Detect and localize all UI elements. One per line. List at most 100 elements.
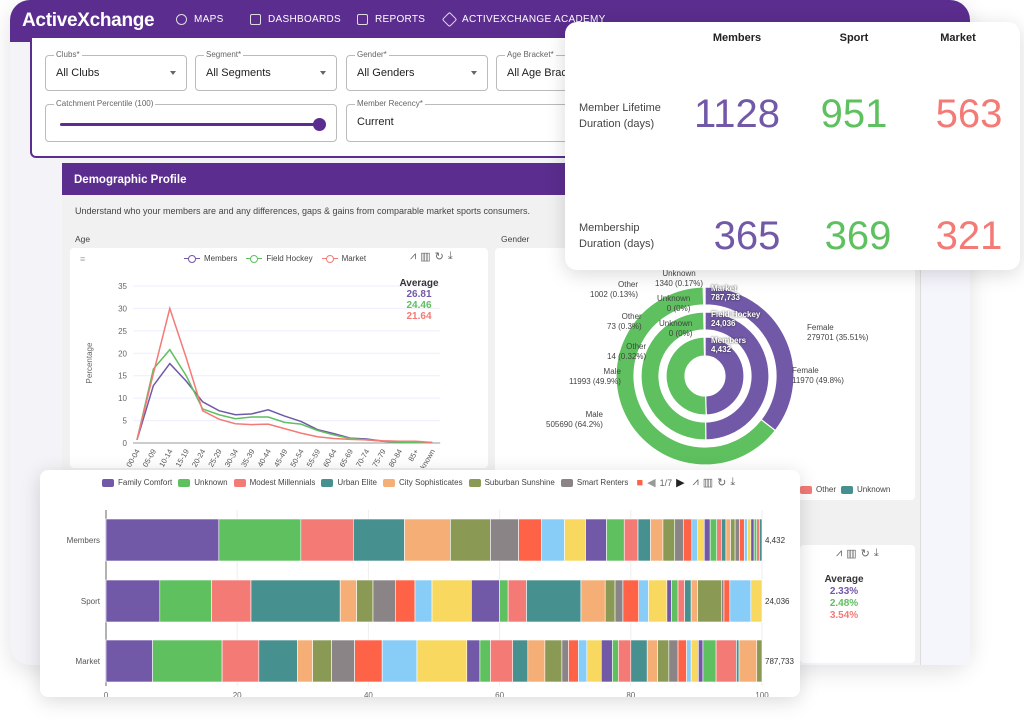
clubs-select[interactable]: Clubs* All Clubs — [45, 50, 187, 91]
x-tick-label: 45-49 — [272, 448, 289, 469]
slider-track[interactable] — [60, 123, 320, 126]
y-tick-label: 25 — [118, 327, 127, 336]
bar-chart-icon[interactable]: ▥ — [702, 477, 714, 489]
membership-sport: 369 — [824, 214, 892, 258]
legend-item[interactable]: Unknown — [178, 478, 228, 487]
segment-select[interactable]: Segment* All Segments — [195, 50, 337, 91]
nav-academy[interactable]: ACTIVEXCHANGE ACADEMY — [441, 11, 606, 28]
nav-reports[interactable]: REPORTS — [357, 14, 425, 25]
legend-label: Smart Renters — [576, 478, 629, 487]
line-chart-icon[interactable]: ⩘ — [692, 476, 699, 488]
bar-segment — [684, 579, 692, 623]
bar-segment — [648, 579, 668, 623]
activexchange-logo[interactable]: ActiveXchange — [22, 10, 155, 31]
bar-segment — [544, 639, 563, 683]
legend-field-hockey[interactable]: Field Hockey — [246, 254, 313, 263]
legend-item[interactable]: Smart Renters — [560, 478, 629, 487]
bar-segment — [738, 639, 758, 683]
bar-segment — [450, 518, 491, 562]
bar-segment — [512, 639, 529, 683]
dashboard-icon — [250, 14, 261, 25]
bar-segment — [152, 639, 223, 683]
line-chart-icon[interactable]: ⩘ — [410, 250, 417, 262]
segment-stacked-bar-card: Family Comfort Unknown Modest Millennials U… — [40, 470, 800, 697]
line-chart-icon[interactable]: ⩘ — [836, 547, 843, 559]
bar-chart-icon[interactable]: ▥ — [846, 548, 857, 560]
age-line-chart: 0 5 10 15 20 25 30 35 Percentage 00-04 05-09 10-14 1… — [85, 282, 441, 469]
average-members: 26.81 — [406, 289, 432, 300]
bar-segment — [471, 579, 500, 623]
chevron-down-icon — [170, 71, 176, 75]
next-page-icon[interactable]: ▶ — [676, 477, 685, 489]
legend-pager[interactable]: ■ ◀ 1/7 ▶ — [636, 476, 685, 490]
refresh-icon[interactable]: ↻ — [860, 548, 870, 560]
bar-segment — [564, 518, 586, 562]
slider-thumb[interactable] — [313, 118, 326, 131]
field-value: All Age Brac — [507, 67, 567, 79]
prev-page-icon[interactable]: ◀ — [647, 477, 656, 489]
legend-item[interactable]: Suburban Sunshine — [468, 478, 555, 487]
refresh-icon[interactable]: ↻ — [434, 251, 444, 263]
x-tick-label: 85+ — [406, 447, 420, 463]
legend-item[interactable]: Family Comfort — [102, 478, 172, 487]
page-indicator: 1/7 — [659, 477, 673, 488]
legend-members[interactable]: Members — [184, 254, 237, 263]
bar-segment — [697, 579, 722, 623]
legend-label: Field Hockey — [266, 254, 313, 263]
download-icon[interactable]: ⤓ — [873, 547, 879, 559]
download-icon[interactable]: ⤓ — [730, 476, 736, 488]
download-icon[interactable]: ⤓ — [447, 250, 453, 262]
legend-other[interactable]: Other — [800, 485, 836, 494]
bar-segment — [721, 518, 727, 562]
bar-segment — [723, 579, 731, 623]
bar-segment — [736, 639, 740, 683]
menu-icon[interactable]: ≡ — [80, 254, 86, 264]
bar-segment — [258, 639, 298, 683]
x-tick-label: 10-14 — [157, 448, 174, 469]
average-market: 21.64 — [406, 311, 432, 322]
bar-total-label: 24,036 — [765, 597, 790, 606]
legend-market[interactable]: Market — [321, 254, 366, 263]
legend-unknown[interactable]: Unknown — [841, 485, 890, 494]
chart-toolbox[interactable]: ⩘ ▥ ↻ ⤓ — [836, 547, 879, 560]
chart-toolbox[interactable]: ⩘ ▥ ↻ ⤓ — [693, 476, 736, 489]
bar-segment — [734, 518, 740, 562]
refresh-icon[interactable]: ↻ — [717, 477, 727, 489]
bar-segment — [297, 639, 313, 683]
col-header-sport: Sport — [839, 32, 869, 44]
label-market-unknown: Unknown 1340 (0.17%) — [655, 269, 704, 288]
y-category-label: Members — [67, 536, 100, 545]
duration-stats-card: Members Sport Market Member Lifetime Dur… — [565, 22, 1020, 270]
legend-item[interactable]: Modest Millennials — [233, 478, 315, 487]
bar-segment — [394, 579, 416, 623]
bar-segment — [331, 639, 355, 683]
y-tick-label: 15 — [118, 372, 127, 381]
bar-segment — [466, 639, 481, 683]
average-title: Average — [824, 574, 864, 585]
y-category-label: Sport — [81, 597, 101, 606]
bar-segment — [541, 518, 565, 562]
age-legend: Members Field Hockey Market — [184, 254, 366, 263]
gender-select[interactable]: Gender* All Genders — [346, 50, 488, 91]
bar-segment — [105, 518, 220, 562]
bar-segment — [381, 639, 418, 683]
bar-segment — [499, 579, 509, 623]
legend-label: Other — [816, 485, 837, 494]
bar-segment — [586, 639, 602, 683]
legend-item[interactable]: Urban Elite — [321, 478, 377, 487]
field-value: All Genders — [357, 67, 415, 79]
bar-segment — [507, 579, 527, 623]
catchment-slider[interactable]: Catchment Percentile (100) — [45, 99, 337, 142]
bar-chart-icon[interactable]: ▥ — [420, 251, 431, 263]
lifetime-members: 1128 — [693, 92, 780, 136]
chart-toolbox[interactable]: ⩘ ▥ ↻ ⤓ — [410, 250, 453, 263]
nav-dashboards[interactable]: DASHBOARDS — [250, 14, 341, 25]
bar-segment — [657, 639, 670, 683]
x-tick-label: 75-79 — [370, 448, 387, 469]
bar-segment — [753, 518, 758, 562]
legend-item[interactable]: City Sophisticates — [382, 478, 463, 487]
field-label: Catchment Percentile (100) — [54, 99, 156, 108]
gender-chart-card: Unknown 1340 (0.17%) Other 1002 (0.13%) Un… — [495, 248, 915, 500]
nav-maps[interactable]: MAPS — [176, 14, 224, 25]
bar-segment — [702, 639, 717, 683]
